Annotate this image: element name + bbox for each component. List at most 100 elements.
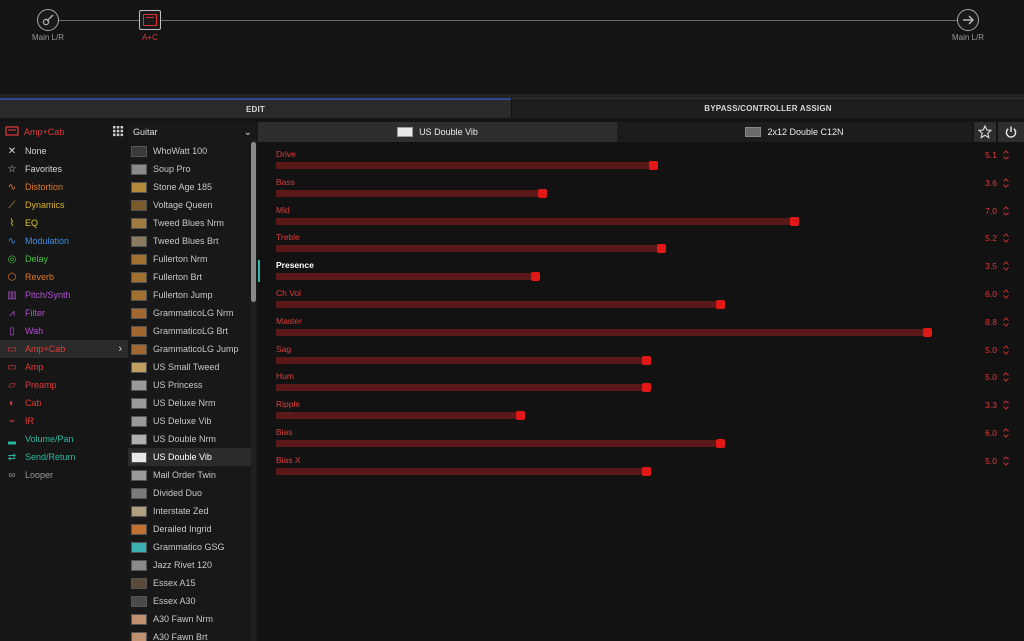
tab-edit[interactable]: EDIT — [0, 98, 511, 118]
param-value[interactable]: 8.8 — [985, 316, 997, 327]
stepper-arrows-icon[interactable] — [1002, 288, 1010, 300]
category-item-distortion[interactable]: ∿ Distortion — [0, 178, 128, 196]
stepper-arrows-icon[interactable] — [1002, 399, 1010, 411]
output-node[interactable] — [957, 9, 979, 31]
category-item-wah[interactable]: ▯ Wah — [0, 322, 128, 340]
category-item-modulation[interactable]: ∿ Modulation — [0, 232, 128, 250]
cab-model-tab[interactable]: 2x12 Double C12N — [617, 122, 972, 142]
param-value[interactable]: 5.0 — [985, 455, 997, 466]
model-filter-dropdown[interactable]: Guitar ⌄ — [128, 122, 258, 142]
category-item-favorites[interactable]: ☆ Favorites — [0, 160, 128, 178]
category-item-delay[interactable]: ◎ Delay — [0, 250, 128, 268]
param-value[interactable]: 5.0 — [985, 372, 997, 383]
param-value[interactable]: 3.3 — [985, 400, 997, 411]
param-slider-handle[interactable] — [531, 272, 540, 282]
param-slider-handle[interactable] — [538, 188, 547, 198]
model-item[interactable]: US Deluxe Nrm — [128, 394, 252, 412]
category-item-send-return[interactable]: ⇄ Send/Return — [0, 448, 128, 466]
amp-model-tab[interactable]: US Double Vib — [258, 122, 617, 142]
param-slider-track[interactable] — [276, 273, 535, 281]
category-item-ir[interactable]: ⌁ IR — [0, 412, 128, 430]
category-item-amp[interactable]: ▭ Amp — [0, 358, 128, 376]
param-value[interactable]: 5.0 — [985, 344, 997, 355]
input-node[interactable] — [37, 9, 59, 31]
model-item[interactable]: Essex A15 — [128, 574, 252, 592]
param-slider-track[interactable] — [276, 467, 646, 475]
model-item[interactable]: GrammaticoLG Nrm — [128, 304, 252, 322]
model-item[interactable]: US Princess — [128, 376, 252, 394]
model-item[interactable]: GrammaticoLG Brt — [128, 322, 252, 340]
stepper-arrows-icon[interactable] — [1002, 455, 1010, 467]
param-slider-track[interactable] — [276, 189, 542, 197]
category-item-preamp[interactable]: ▱ Preamp — [0, 376, 128, 394]
param-slider-handle[interactable] — [923, 327, 932, 337]
model-item[interactable]: Tweed Blues Brt — [128, 232, 252, 250]
model-item[interactable]: A30 Fawn Nrm — [128, 610, 252, 628]
model-item[interactable]: GrammaticoLG Jump — [128, 340, 252, 358]
category-item-looper[interactable]: ∞ Looper — [0, 466, 128, 484]
model-item[interactable]: Voltage Queen — [128, 196, 252, 214]
category-item-volume-pan[interactable]: ▂ Volume/Pan — [0, 430, 128, 448]
param-slider-track[interactable] — [276, 245, 661, 253]
param-value[interactable]: 6.0 — [985, 428, 997, 438]
stepper-arrows-icon[interactable] — [1002, 371, 1010, 383]
param-slider-handle[interactable] — [649, 161, 658, 170]
model-item[interactable]: US Small Tweed — [128, 358, 252, 376]
category-item-filter[interactable]: ⩘ Filter — [0, 304, 128, 322]
param-slider-handle[interactable] — [657, 244, 666, 254]
model-item[interactable]: Fullerton Jump — [128, 286, 252, 304]
stepper-arrows-icon[interactable] — [1002, 205, 1010, 217]
param-slider-track[interactable] — [276, 384, 646, 392]
param-slider-track[interactable] — [276, 440, 720, 447]
model-item[interactable]: Derailed Ingrid — [128, 520, 252, 538]
model-scrollbar-thumb[interactable] — [251, 142, 256, 302]
param-value[interactable]: 3.5 — [985, 261, 997, 272]
bypass-button[interactable] — [998, 122, 1024, 142]
param-slider-handle[interactable] — [516, 411, 525, 421]
category-item-cab[interactable]: ◐ Cab — [0, 394, 128, 412]
model-item[interactable]: WhoWatt 100 — [128, 142, 252, 160]
param-slider-handle[interactable] — [642, 383, 651, 393]
model-item[interactable]: Fullerton Brt — [128, 268, 252, 286]
category-item-reverb[interactable]: ⬡ Reverb — [0, 268, 128, 286]
param-slider-track[interactable] — [276, 356, 646, 364]
param-slider-handle[interactable] — [642, 355, 651, 365]
stepper-arrows-icon[interactable] — [1002, 316, 1010, 328]
param-slider-track[interactable] — [276, 301, 720, 308]
tab-bypass-controller-assign[interactable]: BYPASS/CONTROLLER ASSIGN — [511, 98, 1024, 118]
model-item[interactable]: US Double Nrm — [128, 430, 252, 448]
param-slider-handle[interactable] — [790, 216, 799, 226]
category-item-eq[interactable]: ⌇ EQ — [0, 214, 128, 232]
model-item[interactable]: Tweed Blues Nrm — [128, 214, 252, 232]
model-item[interactable]: Soup Pro — [128, 160, 252, 178]
param-slider-track[interactable] — [276, 328, 927, 336]
model-item[interactable]: US Double Vib — [128, 448, 252, 466]
param-slider-track[interactable] — [276, 412, 520, 420]
model-item[interactable]: Fullerton Nrm — [128, 250, 252, 268]
param-slider-track[interactable] — [276, 217, 794, 225]
category-item-dynamics[interactable]: ⟋ Dynamics — [0, 196, 128, 214]
category-header[interactable]: Amp+Cab — [0, 122, 128, 142]
param-value[interactable]: 5.1 — [985, 150, 997, 160]
model-item[interactable]: Interstate Zed — [128, 502, 252, 520]
model-item[interactable]: Jazz Rivet 120 — [128, 556, 252, 574]
category-item-pitch-synth[interactable]: ▥ Pitch/Synth — [0, 286, 128, 304]
param-value[interactable]: 6.0 — [985, 289, 997, 299]
param-value[interactable]: 7.0 — [985, 205, 997, 216]
param-slider-handle[interactable] — [716, 439, 725, 448]
stepper-arrows-icon[interactable] — [1002, 149, 1010, 161]
param-slider-handle[interactable] — [642, 466, 651, 476]
amp-cab-block-node[interactable] — [139, 10, 161, 30]
stepper-arrows-icon[interactable] — [1002, 177, 1010, 189]
stepper-arrows-icon[interactable] — [1002, 232, 1010, 244]
model-item[interactable]: Divided Duo — [128, 484, 252, 502]
param-slider-track[interactable] — [276, 162, 653, 169]
model-item[interactable]: A30 Fawn Brt — [128, 628, 252, 641]
model-scroll-track[interactable] — [251, 140, 256, 641]
param-value[interactable]: 5.2 — [985, 233, 997, 244]
param-value[interactable]: 3.6 — [985, 177, 997, 188]
model-item[interactable]: US Deluxe Vib — [128, 412, 252, 430]
category-item-none[interactable]: ✕ None — [0, 142, 128, 160]
model-item[interactable]: Essex A30 — [128, 592, 252, 610]
stepper-arrows-icon[interactable] — [1002, 427, 1010, 439]
